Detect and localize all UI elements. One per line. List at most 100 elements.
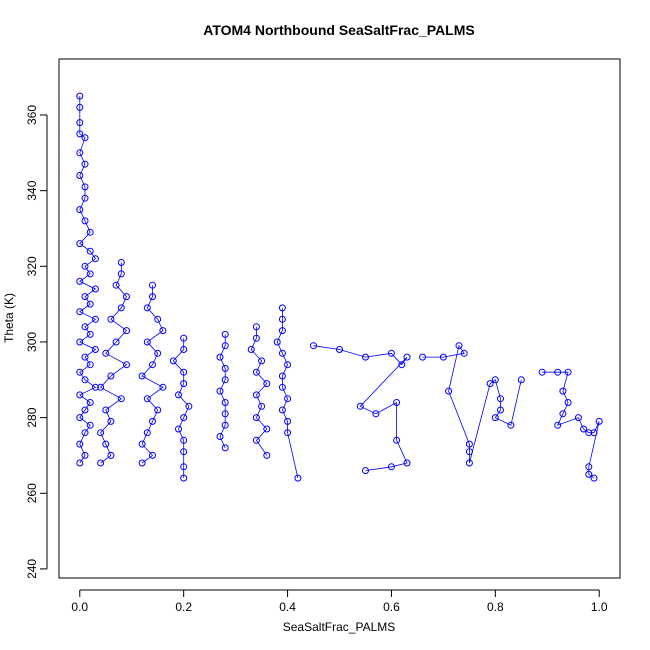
data-point: [278, 383, 286, 391]
data-point: [580, 425, 588, 433]
data-point: [81, 353, 89, 361]
data-point: [403, 353, 411, 361]
y-tick-label: 340: [25, 180, 39, 200]
data-point: [465, 448, 473, 456]
data-point: [387, 463, 395, 471]
data-point: [112, 338, 120, 346]
data-point: [76, 308, 84, 316]
data-point: [284, 361, 292, 369]
data-point: [465, 440, 473, 448]
data-point: [585, 463, 593, 471]
data-point: [107, 372, 115, 380]
data-point: [143, 395, 151, 403]
data-point: [252, 391, 260, 399]
data-point: [97, 459, 105, 467]
data-point: [86, 247, 94, 255]
data-point: [221, 330, 229, 338]
data-point: [538, 368, 546, 376]
data-point: [284, 417, 292, 425]
data-point: [91, 383, 99, 391]
series-4: [169, 334, 193, 482]
y-tick-label: 360: [25, 105, 39, 125]
data-point: [393, 399, 401, 406]
series-line: [141, 285, 164, 464]
data-point: [76, 130, 84, 138]
data-point: [107, 417, 115, 425]
data-point: [175, 391, 182, 399]
data-point: [81, 323, 89, 331]
data-point: [284, 429, 292, 437]
data-point: [258, 402, 266, 410]
data-point: [559, 410, 567, 418]
data-point: [585, 470, 593, 478]
data-point: [149, 293, 156, 301]
series-line: [79, 96, 97, 464]
data-point: [138, 459, 146, 467]
series-line: [219, 334, 226, 449]
data-point: [387, 349, 395, 357]
data-point: [497, 406, 504, 414]
data-point: [81, 194, 89, 202]
data-point: [91, 346, 99, 353]
series-line: [99, 262, 128, 464]
data-point: [91, 285, 99, 293]
data-point: [76, 119, 84, 127]
y-axis: 240 260 280 300 320 340 360: [25, 105, 48, 579]
data-point: [590, 429, 598, 437]
data-point: [76, 391, 84, 399]
data-point: [86, 361, 94, 369]
data-point: [91, 255, 99, 263]
data-point: [278, 372, 286, 380]
data-point: [76, 240, 84, 248]
data-point: [362, 353, 369, 361]
data-point: [117, 259, 125, 266]
data-point: [336, 346, 343, 353]
data-point: [112, 281, 120, 289]
data-point: [221, 444, 229, 452]
series-line: [542, 371, 600, 479]
data-point: [81, 293, 89, 301]
data-point: [149, 417, 156, 425]
data-point: [465, 459, 473, 467]
data-point: [143, 429, 151, 437]
data-point: [143, 338, 151, 346]
data-point: [278, 327, 286, 335]
data-point: [419, 353, 427, 361]
data-point: [221, 376, 229, 384]
data-point: [86, 421, 94, 429]
series-9: [419, 342, 525, 467]
data-point: [460, 349, 468, 357]
data-point: [86, 270, 94, 278]
x-tick-label: 0.6: [383, 600, 400, 614]
data-point: [507, 421, 515, 429]
data-point: [97, 383, 105, 391]
data-point: [117, 304, 125, 312]
data-point: [76, 149, 84, 157]
y-tick-label: 260: [25, 483, 39, 503]
data-point: [263, 451, 271, 459]
data-point: [86, 399, 94, 406]
data-point: [117, 270, 125, 278]
data-point: [154, 315, 162, 323]
series-line: [172, 338, 190, 479]
y-tick-label: 300: [25, 332, 39, 352]
x-tick-label: 1.0: [591, 600, 608, 614]
data-point: [491, 414, 499, 422]
data-point: [117, 395, 125, 403]
data-point: [278, 304, 286, 312]
series-line: [276, 307, 299, 479]
data-point: [81, 183, 89, 191]
data-point: [102, 406, 110, 414]
data-point: [76, 440, 84, 448]
x-tick-label: 0.8: [487, 600, 504, 614]
data-point: [595, 417, 603, 425]
data-point: [123, 327, 130, 335]
data-point: [123, 361, 130, 369]
data-point: [273, 338, 281, 346]
data-point: [76, 92, 84, 100]
data-point: [86, 330, 94, 338]
data-point: [81, 134, 89, 142]
data-point: [97, 429, 105, 437]
data-point: [159, 383, 167, 391]
data-point: [159, 327, 167, 335]
